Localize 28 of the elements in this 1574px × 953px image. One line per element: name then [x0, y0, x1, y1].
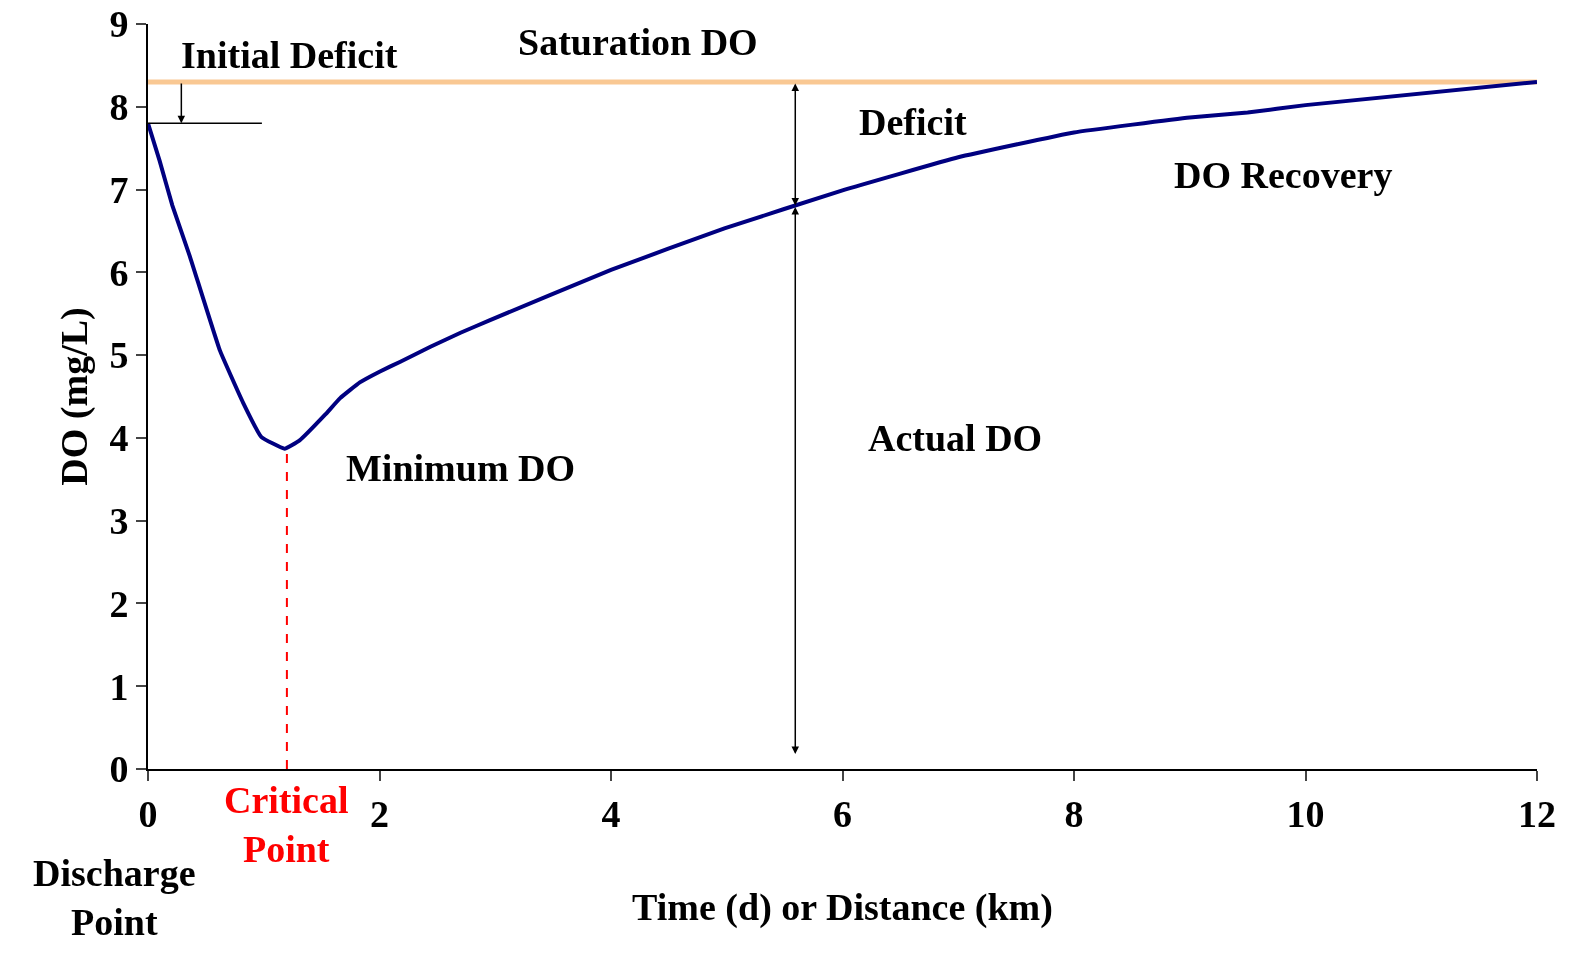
- y-tick-label: 4: [109, 417, 129, 460]
- y-tick-label: 5: [109, 334, 129, 377]
- annotation: Minimum DO: [346, 447, 576, 489]
- y-tick-label: 1: [109, 665, 129, 708]
- annotation: Initial Deficit: [181, 34, 398, 76]
- annotation: Actual DO: [868, 417, 1043, 459]
- annotation: DO Recovery: [1174, 154, 1393, 196]
- x-tick-label: 2: [370, 792, 389, 835]
- x-tick-label: 12: [1518, 792, 1556, 835]
- annotation: Deficit: [859, 101, 967, 143]
- text: Discharge Point: [33, 852, 196, 944]
- y-tick-label: 2: [109, 582, 129, 625]
- y-tick-label: 0: [109, 748, 129, 791]
- y-tick-label: 7: [109, 168, 129, 211]
- annotation: Saturation DO: [518, 21, 758, 63]
- x-tick-label: 6: [833, 792, 852, 835]
- y-tick-label: 6: [109, 251, 129, 294]
- x-axis-title: Time (d) or Distance (km): [632, 886, 1053, 930]
- x-tick-label: 4: [601, 792, 621, 835]
- y-axis-title: DO (mg/L): [53, 307, 97, 486]
- x-tick-label: 10: [1286, 792, 1325, 835]
- x-tick-label: 0: [138, 792, 158, 835]
- y-tick-label: 3: [109, 499, 129, 542]
- ref-line-label: Critical Point: [224, 779, 349, 871]
- y-tick-label: 8: [109, 86, 129, 129]
- y-tick-label: 9: [109, 3, 129, 46]
- x-tick-label: 8: [1064, 792, 1084, 835]
- line-series: [148, 79, 1537, 451]
